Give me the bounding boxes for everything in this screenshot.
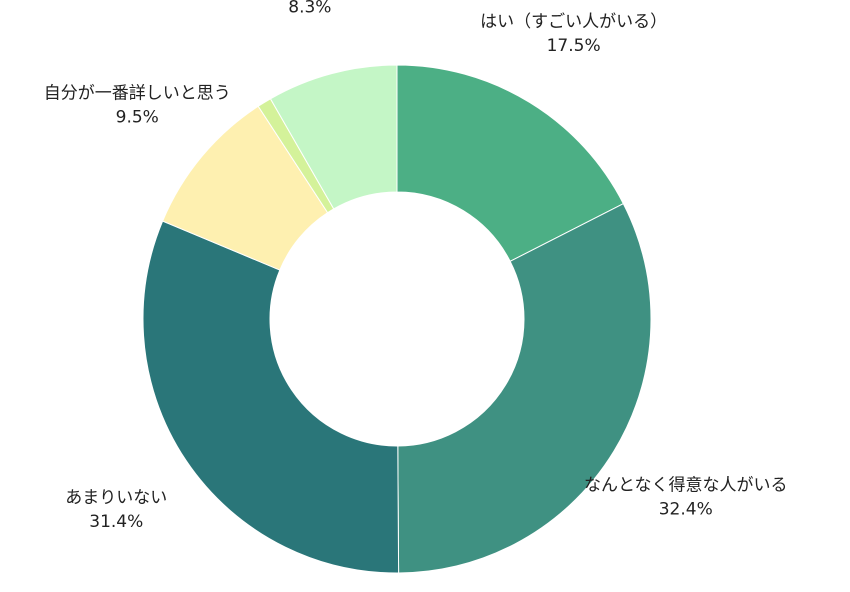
slice-labels: はい（すごい人がいる） 17.5% なんとなく得意な人がいる 32.4% あまりいない 3…: [44, 0, 788, 532]
donut-slice-0: [396, 64, 624, 263]
slice-label-1: なんとなく得意な人がいる: [584, 476, 788, 496]
donut-slices: [142, 64, 652, 574]
slice-value-label-2: 31.4%: [89, 512, 143, 532]
slice-value-label-3: 9.5%: [116, 108, 159, 128]
slice-label-0: はい（すごい人がいる）: [480, 12, 667, 32]
donut-slice-1: [397, 203, 652, 574]
slice-value-label-0: 17.5%: [547, 36, 601, 56]
slice-value-label-5: 8.3%: [288, 0, 331, 17]
donut-slice-2: [142, 220, 400, 574]
slice-label-3: 自分が一番詳しいと思う: [44, 84, 231, 104]
slice-label-2: あまりいない: [65, 488, 167, 508]
slice-value-label-1: 32.4%: [659, 500, 713, 520]
donut-slice-5: [269, 64, 398, 210]
